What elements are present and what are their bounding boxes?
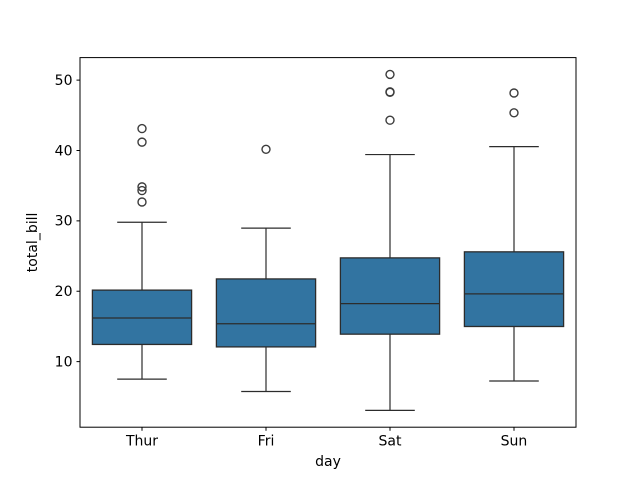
y-tick-label: 30 — [55, 214, 73, 230]
x-tick-label: Sun — [501, 434, 528, 450]
outlier-point-thur — [137, 197, 147, 207]
outlier-point-fri — [261, 144, 271, 154]
x-tick-label: Sat — [379, 434, 402, 450]
outlier-point-sat — [385, 115, 395, 125]
box-sun — [463, 251, 565, 328]
y-tick-label: 10 — [55, 354, 73, 370]
axes-spines — [79, 57, 577, 428]
outlier-point-thur — [137, 123, 147, 134]
plot-area: 10 20 30 40 50 Thur Fri Sat Sun — [55, 57, 577, 450]
outlier-point-thur — [137, 185, 147, 196]
outlier-point-sun — [509, 108, 519, 118]
y-tick-label: 20 — [55, 284, 73, 300]
x-tick-label: Fri — [258, 434, 275, 450]
x-axis-label: day — [315, 454, 341, 470]
outlier-point-thur — [137, 182, 147, 192]
y-tick-label: 50 — [55, 73, 73, 89]
y-tick-label: 40 — [55, 143, 73, 159]
box-sat — [339, 257, 441, 335]
x-tick-label: Thur — [125, 434, 158, 450]
box-thur — [91, 289, 193, 346]
outlier-point-thur — [137, 137, 147, 147]
y-axis-label: total_bill — [25, 213, 41, 273]
outlier-point-sat — [385, 87, 395, 97]
outlier-point-sun — [509, 88, 519, 98]
box-fri — [215, 278, 317, 348]
outlier-point-sat — [385, 69, 395, 80]
